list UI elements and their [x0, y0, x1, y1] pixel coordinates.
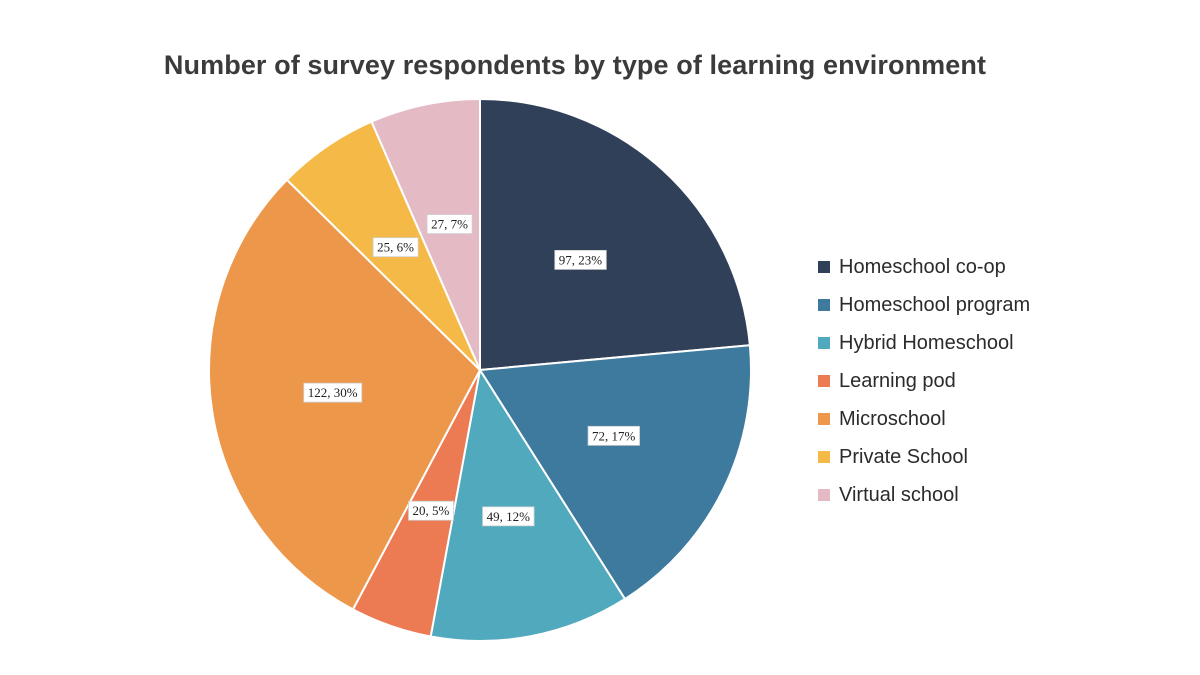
pie-slice-virtual-school [370, 97, 481, 371]
legend-label: Microschool [839, 407, 946, 430]
legend-swatch [818, 489, 830, 501]
legend-label: Homeschool co-op [839, 255, 1006, 278]
legend-swatch [818, 299, 830, 311]
data-label-background [482, 506, 535, 527]
data-label-text: 20, 5% [413, 503, 450, 518]
legend-item-private-school: Private School [818, 438, 1178, 476]
pie-slices [208, 97, 752, 642]
pie-slice-hybrid-homeschool [429, 367, 627, 642]
pie-slice-homeschool-co-op [479, 97, 751, 372]
data-label-virtual-school: 27, 7% [426, 214, 473, 234]
legend-item-microschool: Microschool [818, 400, 1178, 438]
data-label-text: 122, 30% [308, 385, 358, 400]
data-label-background [303, 382, 363, 403]
data-label-microschool: 122, 30% [303, 382, 363, 403]
chart-legend: Homeschool co-op Homeschool program Hybrid… [818, 248, 1178, 514]
legend-label: Learning pod [839, 369, 956, 392]
legend-swatch [818, 337, 830, 349]
pie-data-labels: 97, 23% 72, 17% 49, 12% 20, 5% 122, 30% 25, 6… [303, 214, 640, 527]
data-label-homeschool-co-op: 97, 23% [554, 249, 607, 270]
data-label-learning-pod: 20, 5% [408, 500, 454, 521]
legend-label: Hybrid Homeschool [839, 331, 1014, 354]
chart-title: Number of survey respondents by type of … [163, 50, 987, 80]
data-label-text: 97, 23% [559, 252, 603, 267]
data-label-text: 72, 17% [592, 428, 636, 443]
legend-label: Homeschool program [839, 293, 1031, 316]
data-label-background [554, 249, 607, 270]
data-label-background [426, 214, 473, 234]
data-label-hybrid-homeschool: 49, 12% [482, 506, 535, 527]
data-label-background [372, 237, 419, 258]
legend-item-homeschool-program: Homeschool program [818, 286, 1178, 324]
legend-item-hybrid-homeschool: Hybrid Homeschool [818, 324, 1178, 362]
data-label-background [408, 500, 454, 521]
data-label-private-school: 25, 6% [372, 237, 419, 258]
legend-swatch [818, 451, 830, 463]
pie-slice-homeschool-program [478, 344, 752, 601]
data-label-text: 25, 6% [377, 240, 414, 255]
legend-swatch [818, 261, 830, 273]
legend-item-virtual-school: Virtual school [818, 476, 1178, 514]
legend-label: Private School [839, 445, 968, 468]
data-label-homeschool-program: 72, 17% [587, 425, 640, 446]
legend-swatch [818, 375, 830, 387]
data-label-text: 49, 12% [487, 509, 531, 524]
legend-item-learning-pod: Learning pod [818, 362, 1178, 400]
data-label-text: 27, 7% [431, 217, 468, 232]
legend-swatch [818, 413, 830, 425]
legend-label: Virtual school [839, 483, 959, 506]
legend-item-homeschool-co-op: Homeschool co-op [818, 248, 1178, 286]
data-label-background [587, 425, 640, 446]
